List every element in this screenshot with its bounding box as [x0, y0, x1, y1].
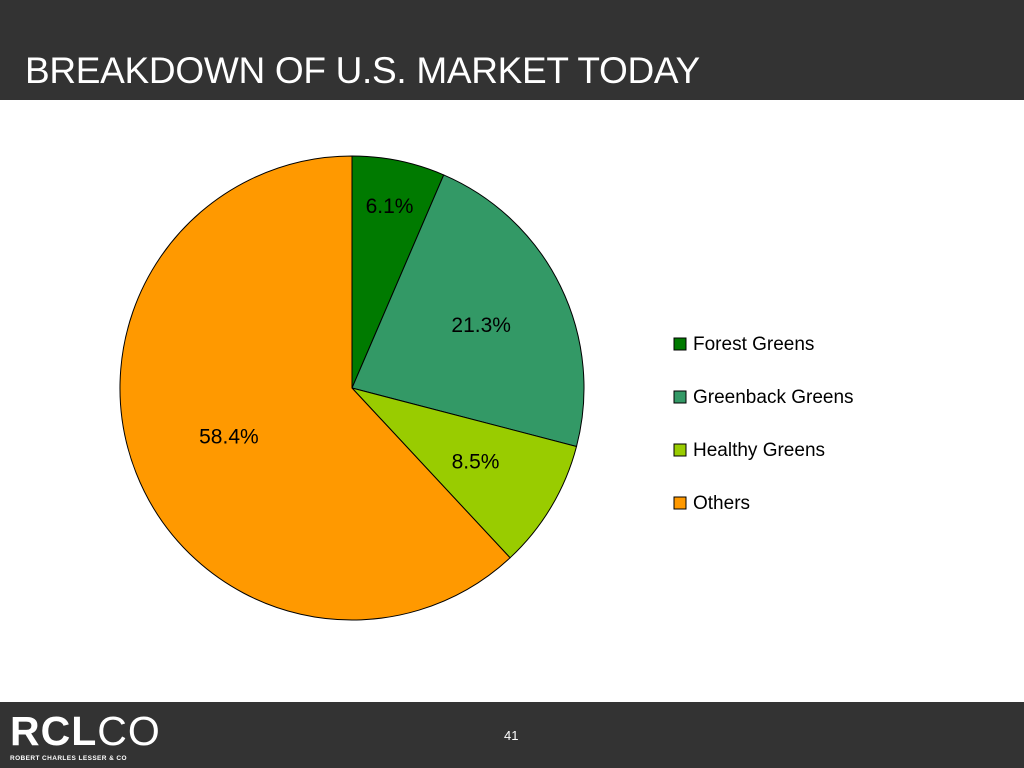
legend-swatch-forest-greens — [673, 337, 687, 351]
slice-others — [119, 155, 511, 621]
legend-swatch-healthy-greens — [673, 443, 687, 457]
legend-label-forest-greens: Forest Greens — [693, 334, 814, 355]
pie-data-labels: 6.1% 21.3% 8.5% 58.4% — [199, 195, 511, 474]
data-label-forest-greens: 6.1% — [366, 195, 414, 218]
legend-label-others: Others — [693, 493, 750, 514]
data-label-greenback-greens: 21.3% — [451, 314, 511, 337]
slide-header: BREAKDOWN OF U.S. MARKET TODAY — [0, 0, 1024, 100]
legend-swatch-greenback-greens — [673, 390, 687, 404]
rclco-logo: RCLCO ROBERT CHARLES LESSER & CO — [10, 708, 160, 764]
slide-footer: RCLCO ROBERT CHARLES LESSER & CO 41 — [0, 702, 1024, 768]
logo-mark: RCLCO — [10, 708, 161, 754]
slide-title: BREAKDOWN OF U.S. MARKET TODAY — [25, 50, 700, 91]
data-label-healthy-greens: 8.5% — [452, 451, 500, 474]
legend-label-healthy-greens: Healthy Greens — [693, 440, 825, 461]
slice-healthy-greens — [350, 387, 578, 559]
chart-legend: Forest Greens Greenback Greens Healthy Gre… — [673, 334, 854, 514]
legend-label-greenback-greens: Greenback Greens — [693, 387, 854, 408]
logo-tagline: ROBERT CHARLES LESSER & CO — [10, 755, 127, 762]
data-label-others: 58.4% — [199, 425, 259, 448]
slice-greenback-greens — [351, 174, 585, 448]
pie-chart: 6.1% 21.3% 8.5% 58.4% Forest Greens Greenbac… — [119, 155, 854, 621]
page-number: 41 — [504, 728, 519, 743]
pie-slices — [119, 155, 585, 621]
legend-swatch-others — [673, 496, 687, 510]
